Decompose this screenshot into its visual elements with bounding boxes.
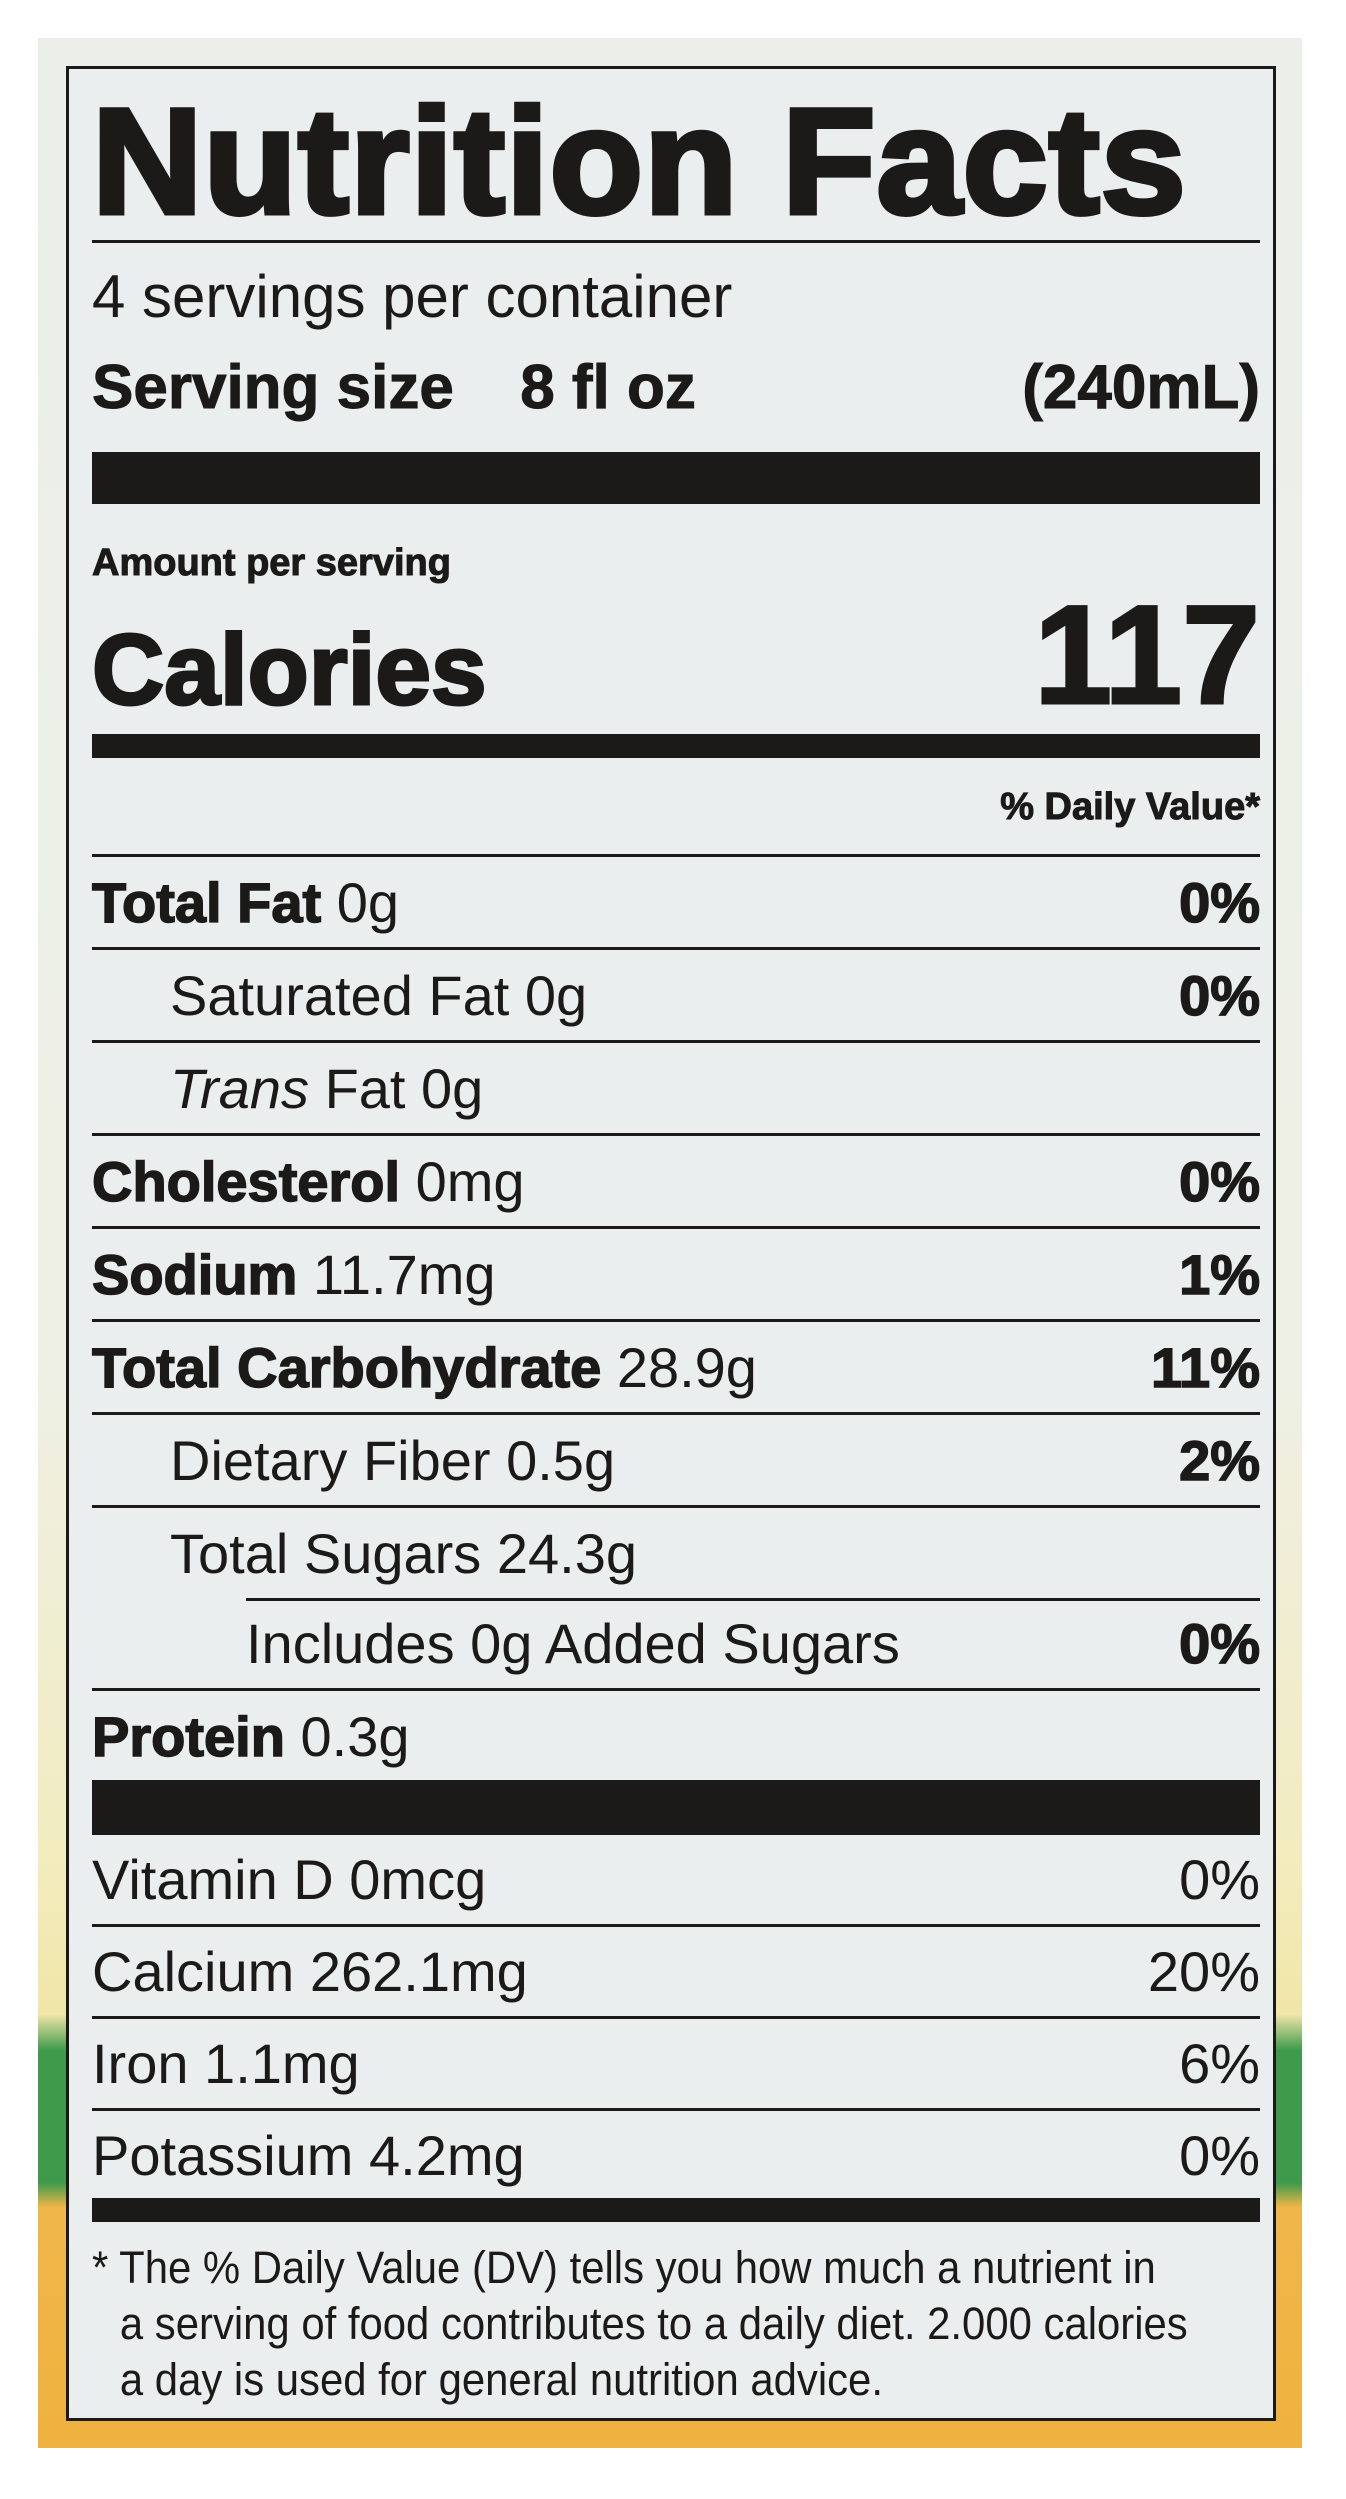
vitamin-dv: 20%: [1147, 1940, 1260, 2003]
calories-row: Calories 117: [91, 576, 1262, 733]
footnote: * The % Daily Value (DV) tells you how m…: [92, 2242, 1188, 2405]
vitamin-list: Vitamin D 0mcg 0% Calcium 262.1mg 20% Iron…: [92, 1835, 1260, 2200]
serving-size-label: Serving size: [92, 353, 455, 423]
daily-value-header: % Daily Value*: [1000, 786, 1261, 829]
vitamin-row-iron: Iron 1.1mg 6%: [92, 2016, 1260, 2108]
medium-divider: [92, 734, 1260, 758]
nutrient-name: Trans: [170, 1056, 309, 1120]
nutrient-dv: 0%: [1178, 963, 1260, 1028]
label-title: Nutrition Facts: [89, 77, 1188, 245]
medium-divider: [92, 2198, 1260, 2222]
nutrient-row-saturated-fat: Saturated Fat 0g 0%: [92, 947, 1261, 1040]
nutrient-row-sodium: Sodium 11.7mg 1%: [91, 1226, 1261, 1319]
nutrient-row-total-carbohydrate: Total Carbohydrate 28.9g 11%: [91, 1319, 1261, 1412]
nutrient-amount: 24.3g: [496, 1521, 637, 1585]
nutrient-amount: 0g: [336, 870, 400, 934]
nutrient-name: Sodium: [91, 1242, 298, 1307]
nutrient-amount: 0.5g: [506, 1428, 616, 1492]
vitamin-dv: 0%: [1179, 2124, 1260, 2187]
nutrient-amount: 11.7mg: [312, 1242, 496, 1306]
nutrient-name: Total Sugars: [170, 1521, 482, 1585]
vitamin-text: Potassium 4.2mg: [92, 2124, 525, 2187]
nutrient-name: Total Carbohydrate: [91, 1335, 602, 1400]
nutrient-row-cholesterol: Cholesterol 0mg 0%: [91, 1133, 1261, 1226]
nutrient-row-total-fat: Total Fat 0g 0%: [91, 854, 1261, 947]
servings-per-container: 4 servings per container: [92, 263, 733, 330]
nutrient-row-total-sugars: Total Sugars 24.3g: [92, 1505, 1260, 1598]
nutrient-dv: 11%: [1150, 1335, 1261, 1400]
nutrient-name: Saturated Fat: [170, 963, 510, 1027]
vitamin-row-potassium: Potassium 4.2mg 0%: [92, 2108, 1260, 2200]
vitamin-row-vitamin-d: Vitamin D 0mcg 0%: [92, 1835, 1260, 1924]
nutrient-row-trans-fat: Trans Fat 0g: [92, 1040, 1260, 1133]
nutrient-dv: 0%: [1178, 1611, 1260, 1676]
amount-per-serving: Amount per serving: [92, 542, 452, 585]
nutrient-dv: 1%: [1178, 1242, 1260, 1307]
nutrient-dv: 2%: [1178, 1428, 1260, 1493]
divider: [92, 240, 1260, 243]
nutrient-amount: Fat 0g: [324, 1056, 484, 1120]
nutrient-dv: 0%: [1178, 1149, 1260, 1214]
nutrient-name: Dietary Fiber: [170, 1428, 491, 1492]
nutrient-row-protein: Protein 0.3g: [91, 1688, 1260, 1781]
nutrient-name: Protein: [91, 1704, 285, 1769]
nutrient-row-dietary-fiber: Dietary Fiber 0.5g 2%: [92, 1412, 1261, 1505]
thick-divider: [92, 1780, 1260, 1835]
serving-size-metric: (240mL): [1022, 353, 1261, 423]
vitamin-text: Calcium 262.1mg: [92, 1940, 528, 2003]
vitamin-dv: 6%: [1179, 2032, 1260, 2095]
serving-size: Serving size 8 fl oz (240mL): [92, 352, 1261, 424]
vitamin-text: Vitamin D 0mcg: [92, 1848, 487, 1911]
vitamin-dv: 0%: [1179, 1848, 1260, 1911]
thick-divider: [92, 452, 1260, 504]
nutrient-amount: 0.3g: [300, 1704, 410, 1768]
nutrient-amount: 0mg: [415, 1149, 525, 1213]
vitamin-row-calcium: Calcium 262.1mg 20%: [92, 1924, 1260, 2016]
nutrient-list: Total Fat 0g 0% Saturated Fat 0g 0% Trans …: [91, 854, 1261, 1781]
nutrient-name: Total Fat: [91, 870, 322, 935]
nutrient-row-added-sugars: Includes 0g Added Sugars 0%: [92, 1598, 1261, 1688]
calories-label: Calories: [91, 613, 489, 728]
nutrient-name: Cholesterol: [91, 1149, 401, 1214]
nutrient-amount: 0g: [524, 963, 588, 1027]
calories-value: 117: [1033, 576, 1262, 733]
nutrient-name: Includes 0g Added Sugars: [246, 1611, 900, 1675]
nutrient-dv: 0%: [1178, 870, 1260, 935]
vitamin-text: Iron 1.1mg: [92, 2032, 360, 2095]
serving-size-amount: 8 fl oz: [520, 353, 697, 423]
nutrient-amount: 28.9g: [616, 1335, 757, 1399]
